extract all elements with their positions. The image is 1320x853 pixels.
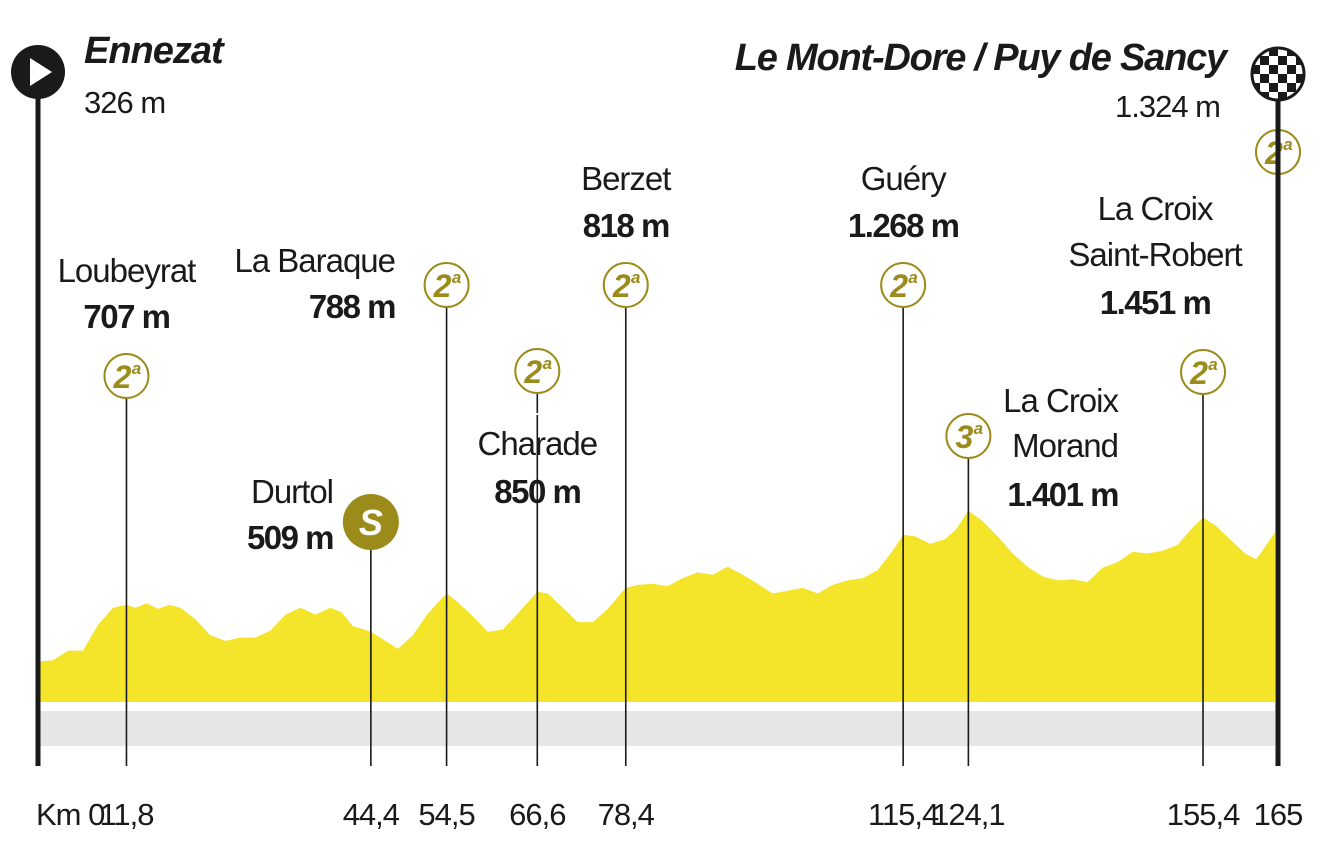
climb-name-croix-morand: Morand [1012, 427, 1118, 464]
badge-circle [945, 413, 992, 459]
checker-square [1260, 74, 1269, 83]
km-label: 78,4 [598, 797, 655, 832]
climb-name-berzet: Berzet [581, 160, 671, 197]
checker-square [1296, 74, 1305, 83]
badge-circle [1180, 349, 1227, 395]
climb-altitude-guery: 1.268 m [848, 207, 959, 244]
checker-square [1269, 65, 1278, 74]
play-icon [30, 58, 52, 86]
badge-category: 3 [955, 419, 973, 455]
badge-category: 2 [1189, 355, 1208, 391]
badge-circle [423, 262, 470, 308]
checker-square [1269, 83, 1278, 92]
checker-square [1278, 56, 1287, 65]
km-label: 165 [1254, 797, 1303, 832]
km-label: 54,5 [418, 797, 474, 832]
climb-altitude-croix-morand: 1.401 m [1007, 476, 1118, 513]
checker-square [1269, 47, 1278, 56]
checker-square [1287, 65, 1296, 74]
km-label: 11,8 [99, 797, 153, 832]
badge-category: 2 [523, 354, 542, 390]
badge-superscript: a [452, 268, 461, 287]
km-label: 115,4 [868, 797, 939, 832]
climb-name-guery: Guéry [861, 160, 947, 197]
climb-altitude-la-baraque: 788 m [309, 288, 395, 325]
badge-superscript: a [543, 354, 552, 373]
checker-square [1278, 74, 1287, 83]
badge-circle [602, 262, 649, 308]
km-label: 124,1 [932, 797, 1005, 832]
start-altitude: 326 m [84, 85, 165, 120]
start-name: Ennezat [84, 30, 225, 72]
finish-altitude: 1.324 m [1115, 89, 1220, 124]
km-value: 0 [88, 797, 105, 832]
finish-name: Le Mont-Dore / Puy de Sancy [735, 37, 1229, 79]
km-label: 66,6 [509, 797, 565, 832]
sprint-badge: S [342, 494, 399, 550]
climb-altitude-charade: 850 m [494, 473, 580, 510]
km-label: 44,4 [343, 797, 400, 832]
badge-superscript: a [132, 359, 141, 378]
badge-circle [880, 262, 927, 308]
climb-name-croix-morand: La Croix [1003, 382, 1119, 419]
sprint-circle [342, 494, 399, 550]
badge-category: 2 [113, 359, 132, 395]
climb-name-charade: Charade [478, 425, 598, 462]
badge-category: 2 [433, 268, 452, 304]
km-unit: Km [36, 797, 88, 832]
checker-square [1251, 65, 1260, 74]
ground-band [38, 711, 1275, 746]
badge-superscript: a [974, 419, 983, 438]
badge-superscript: a [1208, 355, 1217, 374]
badge-superscript: a [631, 268, 640, 287]
badge-superscript: a [908, 268, 917, 287]
checker-square [1278, 92, 1287, 101]
finish-ring [1250, 46, 1306, 102]
climb-altitude-berzet: 818 m [583, 207, 669, 244]
climb-altitude-croix-robert: 1.451 m [1100, 284, 1211, 321]
badge-circle [514, 348, 561, 394]
climb-name-croix-robert: La Croix [1098, 190, 1214, 227]
climb-name-la-baraque: La Baraque [234, 242, 395, 279]
checker-square [1287, 83, 1296, 92]
elevation-profile [38, 510, 1275, 702]
km-label-start: Km 0 [36, 797, 105, 832]
sprint-altitude: 509 m [247, 519, 333, 556]
badge-category: 2 [889, 268, 908, 304]
badge-superscript: a [1283, 135, 1292, 154]
km-label: 155,4 [1167, 797, 1240, 832]
climb-name-loubeyrat: Loubeyrat [58, 252, 197, 289]
badge-category: 2 [612, 268, 631, 304]
checker-square [1260, 56, 1269, 65]
climb-altitude-loubeyrat: 707 m [83, 298, 169, 335]
sprint-letter: S [359, 502, 383, 543]
badge-circle [103, 353, 150, 399]
climb-name-croix-robert: Saint-Robert [1068, 236, 1242, 273]
sprint-name: Durtol [251, 473, 333, 510]
